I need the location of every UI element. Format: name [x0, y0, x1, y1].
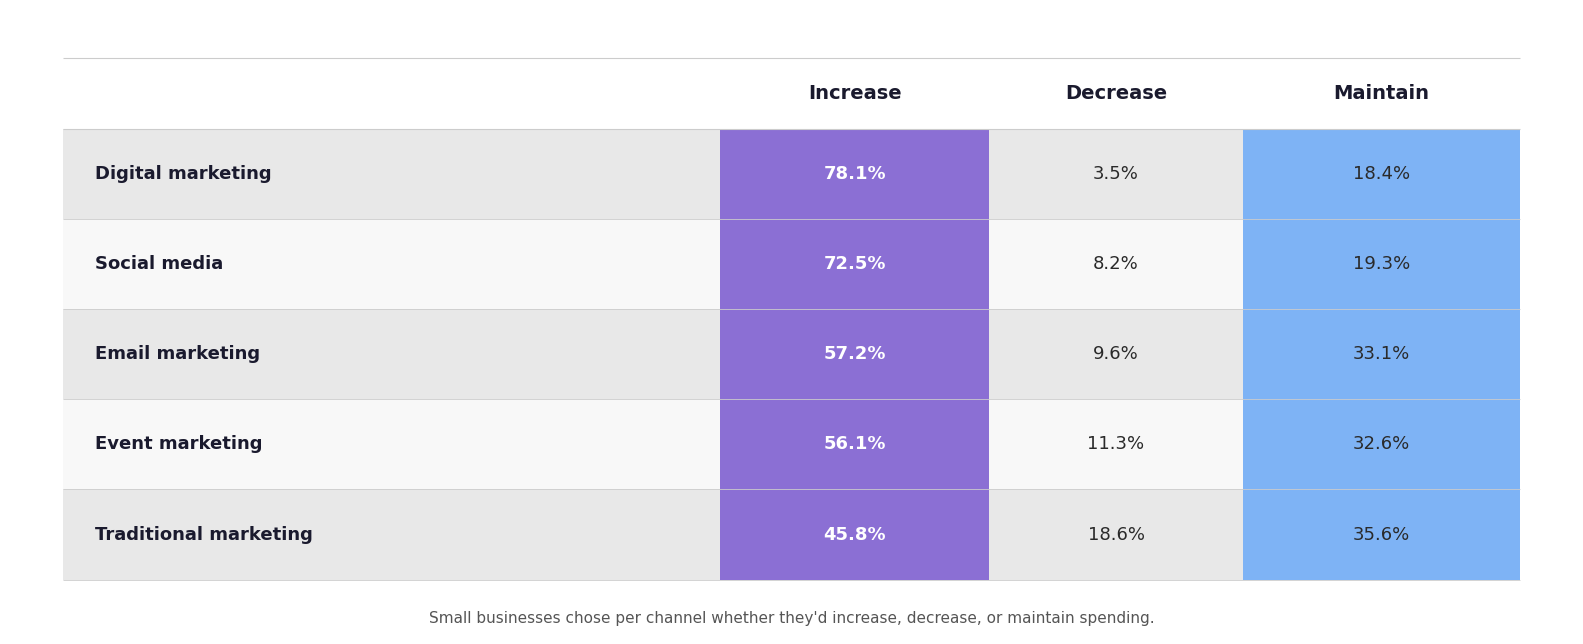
- Text: Event marketing: Event marketing: [95, 435, 263, 453]
- Text: 57.2%: 57.2%: [823, 345, 886, 363]
- Text: 45.8%: 45.8%: [823, 526, 886, 544]
- Text: 72.5%: 72.5%: [823, 255, 886, 273]
- Text: Traditional marketing: Traditional marketing: [95, 526, 313, 544]
- Text: 3.5%: 3.5%: [1094, 165, 1138, 183]
- FancyBboxPatch shape: [63, 489, 720, 580]
- FancyBboxPatch shape: [989, 399, 1243, 489]
- Text: 33.1%: 33.1%: [1352, 345, 1410, 363]
- FancyBboxPatch shape: [989, 129, 1243, 219]
- Text: 56.1%: 56.1%: [823, 435, 886, 453]
- Text: Decrease: Decrease: [1065, 84, 1167, 103]
- Text: 78.1%: 78.1%: [823, 165, 886, 183]
- FancyBboxPatch shape: [989, 219, 1243, 309]
- Text: 11.3%: 11.3%: [1088, 435, 1145, 453]
- FancyBboxPatch shape: [989, 489, 1243, 580]
- FancyBboxPatch shape: [63, 309, 720, 399]
- Text: 19.3%: 19.3%: [1352, 255, 1410, 273]
- Text: Increase: Increase: [807, 84, 902, 103]
- Text: 32.6%: 32.6%: [1352, 435, 1410, 453]
- Text: Social media: Social media: [95, 255, 223, 273]
- FancyBboxPatch shape: [1243, 129, 1520, 580]
- Text: Email marketing: Email marketing: [95, 345, 260, 363]
- Text: 18.6%: 18.6%: [1088, 526, 1145, 544]
- FancyBboxPatch shape: [63, 399, 720, 489]
- Text: 9.6%: 9.6%: [1094, 345, 1138, 363]
- Text: Small businesses chose per channel whether they'd increase, decrease, or maintai: Small businesses chose per channel wheth…: [429, 611, 1154, 626]
- Text: 8.2%: 8.2%: [1094, 255, 1138, 273]
- Text: Maintain: Maintain: [1333, 84, 1429, 103]
- FancyBboxPatch shape: [63, 219, 720, 309]
- FancyBboxPatch shape: [63, 129, 720, 219]
- FancyBboxPatch shape: [720, 129, 989, 580]
- FancyBboxPatch shape: [989, 309, 1243, 399]
- Text: 35.6%: 35.6%: [1352, 526, 1410, 544]
- Text: Digital marketing: Digital marketing: [95, 165, 272, 183]
- Text: 18.4%: 18.4%: [1352, 165, 1410, 183]
